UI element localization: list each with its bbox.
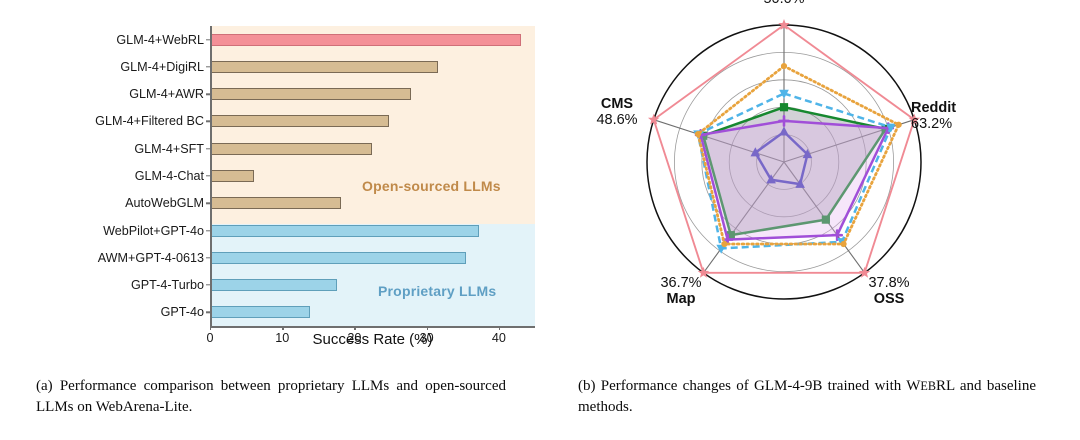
y-tick-mark [206,229,210,232]
radar-axis-name: CMS [600,96,634,112]
radar-axis-name: OSS [873,291,905,308]
bar [210,279,338,292]
radar-axis-max-value: 50.0% [736,0,832,7]
bar-row: GLM-4+WebRL [116,26,535,53]
bar [210,88,411,101]
panel-a-bar-chart: GLM-4+WebRL GLM-4+DigiRL GLM-4+AWR GLM-4+Fi… [0,0,540,372]
caption-b: (b) Performance changes of GLM-4-9B trai… [578,376,1036,417]
bar [210,142,372,155]
radar-series-glm-4-filtered-bc [694,115,895,246]
radar-axis-name: Reddit [911,100,957,116]
y-axis-tick-label: GLM-4+DigiRL [120,59,204,74]
y-tick-mark [206,38,210,41]
y-tick-mark [206,311,210,314]
y-axis-tick-label: GPT-4o [160,305,204,320]
y-axis-tick-label: AutoWebGLM [125,196,204,211]
radar-axis-label-oss: 37.8% OSS [839,275,939,307]
bar [210,306,311,319]
caption-a: (a) Performance comparison between propr… [36,378,506,415]
radar-axis-label-cms: CMS 48.6% [569,96,665,128]
y-axis-tick-label: GLM-4+WebRL [116,32,204,47]
y-tick-mark [206,202,210,204]
x-tick-label: 20 [347,331,362,345]
radar-series-paths [647,18,921,278]
y-tick-mark [206,175,210,177]
bar-row: GLM-4-Chat [135,162,535,189]
x-tick-mark [354,326,356,330]
y-tick-mark [206,148,210,150]
x-axis-label: Success Rate (%) [312,331,433,348]
x-tick-mark [498,326,501,330]
y-axis-line [210,26,212,326]
radar-axis-label-map: 36.7% Map [631,275,731,307]
x-tick-label: 40 [491,331,506,345]
bar [210,224,479,237]
radar-axis-max-value: 36.7% [660,275,702,291]
y-axis-tick-label: GLM-4+Filtered BC [95,114,204,129]
radar-axis-label-reddit: Reddit 63.2% [911,100,1021,132]
x-tick-label: 10 [275,331,290,345]
radar-axis-name: Map [666,291,696,308]
bar [210,115,390,128]
bar [210,251,467,264]
bar [210,197,342,210]
bar-row: GLM-4+SFT [134,135,535,162]
x-tick-mark [426,326,429,330]
annotation-open-sourced: Open-sourced LLMs [362,178,501,194]
x-tick-label: 30 [419,331,434,345]
y-tick-mark [206,66,210,68]
radar-series-glm-4-webrl [647,18,921,278]
caption-b-text: (b) Performance changes of GLM-4-9B trai… [578,378,1036,415]
radar-series-glm-4-digirl [694,63,902,248]
bar-row: GLM-4+Filtered BC [95,108,535,135]
x-axis-line [210,326,535,328]
y-tick-mark [206,284,210,286]
radar-axis-max-value: 63.2% [911,116,953,133]
bar-row: GLM-4+DigiRL [120,53,535,80]
bar-row: AWM+GPT-4-0613 [98,244,535,271]
bar-plot-area: GLM-4+WebRL GLM-4+DigiRL GLM-4+AWR GLM-4+Fi… [95,26,535,345]
bar-row: AutoWebGLM [125,190,535,217]
bar [210,60,438,73]
y-tick-mark [206,120,210,123]
bar-row: GLM-4+AWR [129,81,535,108]
y-axis-tick-label: GLM-4+AWR [129,87,204,102]
x-tick-mark [210,326,212,330]
y-axis-tick-label: GLM-4-Chat [134,168,204,183]
y-axis-tick-label: GPT-4-Turbo [130,278,204,293]
x-tick-mark [282,326,284,330]
radar-axis-label-gitlab: Gitlab50.0% [736,0,832,7]
y-axis-tick-label: WebPilot+GPT-4o [103,223,204,238]
bar-row: GPT-4-Turbo [131,271,535,298]
bar [210,169,255,182]
radar-axis-max-value: 48.6% [596,112,638,129]
annotation-proprietary: Proprietary LLMs [378,283,497,299]
bar-row: WebPilot+GPT-4o [103,217,535,244]
y-tick-mark [206,257,210,259]
radar-series-glm-4-chat [750,126,813,188]
y-tick-mark [206,93,210,95]
bar-row: GPT-4o [161,299,535,326]
y-axis-tick-label: GLM-4+SFT [134,141,204,156]
bar [210,33,521,46]
radar-svg [646,18,922,300]
x-tick-label: 0 [206,331,214,345]
y-axis-tick-label: AWM+GPT-4-0613 [97,250,204,265]
radar-axis-max-value: 37.8% [868,275,910,291]
